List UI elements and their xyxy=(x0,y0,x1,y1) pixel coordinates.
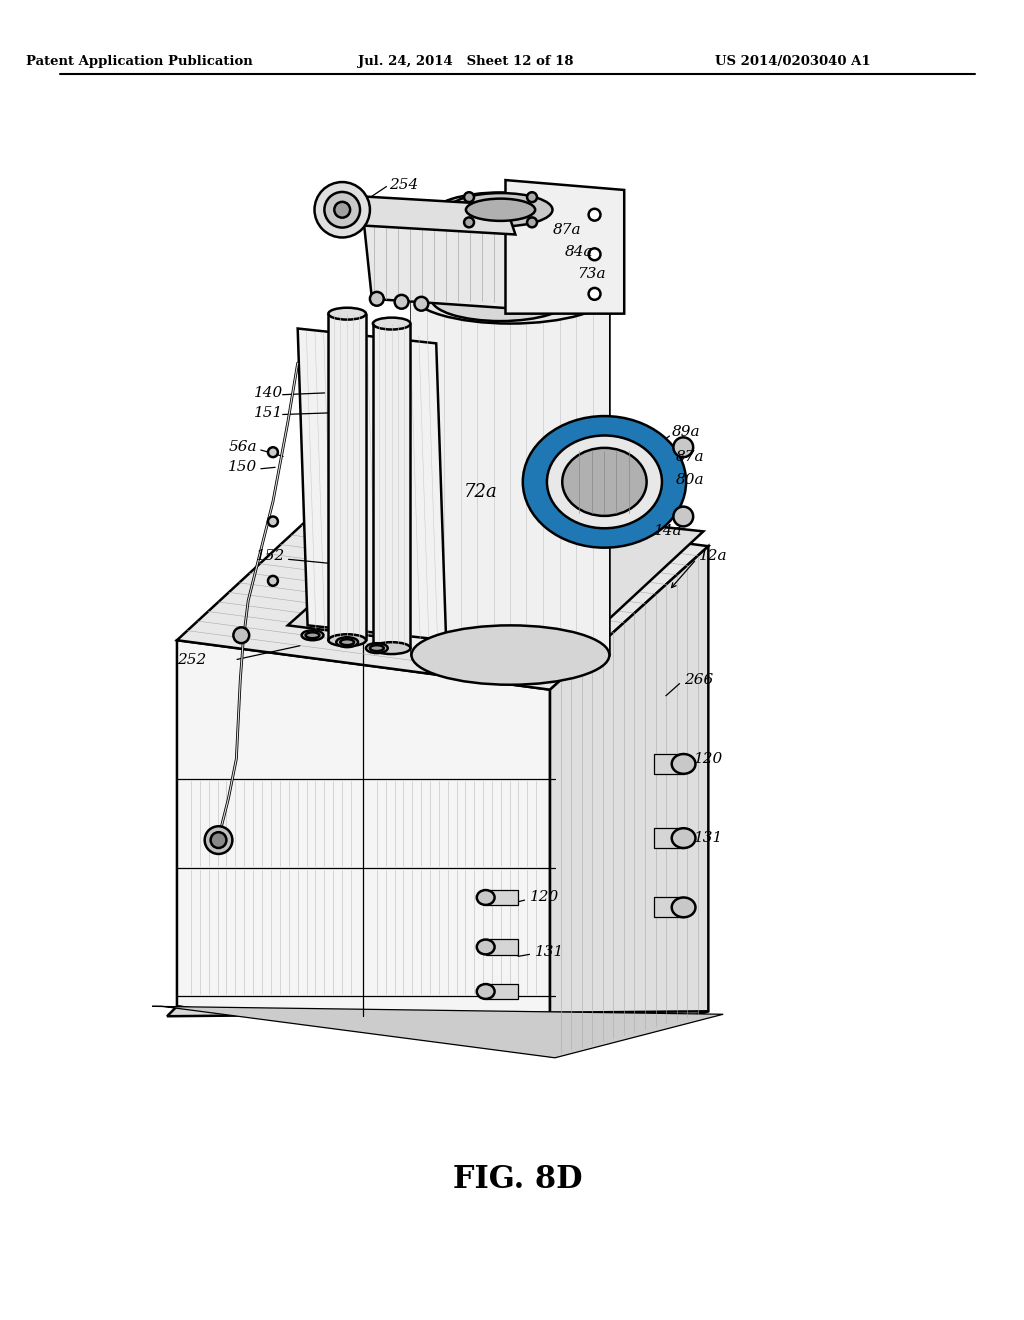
Text: Patent Application Publication: Patent Application Publication xyxy=(26,55,253,67)
Circle shape xyxy=(589,248,600,260)
Text: 89a: 89a xyxy=(672,425,700,440)
Text: 56a: 56a xyxy=(228,441,257,454)
Text: 84a: 84a xyxy=(565,246,594,259)
Ellipse shape xyxy=(302,631,324,640)
Circle shape xyxy=(334,202,350,218)
Text: 150: 150 xyxy=(228,461,258,474)
Circle shape xyxy=(589,209,600,220)
Text: 140: 140 xyxy=(254,385,284,400)
Text: 254: 254 xyxy=(389,178,418,191)
Ellipse shape xyxy=(672,828,695,847)
Ellipse shape xyxy=(336,638,358,647)
Circle shape xyxy=(415,297,428,310)
Text: 120: 120 xyxy=(693,752,723,766)
Text: US 2014/0203040 A1: US 2014/0203040 A1 xyxy=(715,55,870,67)
Text: 131: 131 xyxy=(693,832,723,845)
Text: 87a: 87a xyxy=(553,223,582,236)
Text: 252: 252 xyxy=(177,653,206,667)
Circle shape xyxy=(211,832,226,847)
Polygon shape xyxy=(412,294,609,655)
Text: 87a: 87a xyxy=(676,450,705,465)
Ellipse shape xyxy=(373,643,411,655)
Polygon shape xyxy=(153,1006,723,1057)
Ellipse shape xyxy=(672,754,695,774)
Polygon shape xyxy=(362,205,515,309)
Text: 152: 152 xyxy=(256,549,286,564)
Polygon shape xyxy=(485,983,518,999)
Ellipse shape xyxy=(366,643,388,653)
Ellipse shape xyxy=(477,940,495,954)
Text: FIG. 8D: FIG. 8D xyxy=(453,1164,582,1195)
Text: 266: 266 xyxy=(684,673,713,686)
Circle shape xyxy=(527,218,537,227)
Ellipse shape xyxy=(562,447,646,516)
Circle shape xyxy=(674,437,693,457)
Polygon shape xyxy=(506,180,625,314)
Polygon shape xyxy=(431,215,569,298)
Circle shape xyxy=(325,191,360,227)
Ellipse shape xyxy=(477,890,495,906)
Ellipse shape xyxy=(527,420,681,544)
Ellipse shape xyxy=(466,198,536,220)
Circle shape xyxy=(674,507,693,527)
Ellipse shape xyxy=(412,264,609,323)
Polygon shape xyxy=(485,890,518,906)
Circle shape xyxy=(233,627,249,643)
Circle shape xyxy=(268,516,278,527)
Circle shape xyxy=(370,292,384,306)
Text: 72a: 72a xyxy=(464,483,498,500)
Polygon shape xyxy=(167,1006,709,1056)
Text: 12a: 12a xyxy=(698,549,727,564)
Text: 151: 151 xyxy=(254,405,284,420)
Polygon shape xyxy=(654,898,684,917)
Circle shape xyxy=(314,182,370,238)
Polygon shape xyxy=(288,502,703,660)
Ellipse shape xyxy=(523,416,686,548)
Polygon shape xyxy=(298,329,446,640)
Ellipse shape xyxy=(449,193,553,227)
Ellipse shape xyxy=(477,985,495,999)
Polygon shape xyxy=(337,195,515,235)
Circle shape xyxy=(464,193,474,202)
Polygon shape xyxy=(329,314,366,640)
Ellipse shape xyxy=(329,635,366,647)
Circle shape xyxy=(527,193,537,202)
Ellipse shape xyxy=(672,898,695,917)
Text: 73a: 73a xyxy=(577,267,605,281)
Text: Jul. 24, 2014   Sheet 12 of 18: Jul. 24, 2014 Sheet 12 of 18 xyxy=(358,55,573,67)
Text: 14a: 14a xyxy=(654,524,683,539)
Polygon shape xyxy=(654,754,684,774)
Ellipse shape xyxy=(370,645,384,651)
Circle shape xyxy=(268,447,278,457)
Circle shape xyxy=(464,218,474,227)
Ellipse shape xyxy=(547,436,662,528)
Ellipse shape xyxy=(329,308,366,319)
Polygon shape xyxy=(654,828,684,847)
Circle shape xyxy=(589,288,600,300)
Ellipse shape xyxy=(431,277,569,321)
Ellipse shape xyxy=(340,639,354,645)
Text: 80a: 80a xyxy=(676,473,705,487)
Ellipse shape xyxy=(373,318,411,330)
Ellipse shape xyxy=(305,632,319,639)
Text: 131: 131 xyxy=(536,945,564,958)
Text: 120: 120 xyxy=(530,891,559,904)
Polygon shape xyxy=(485,939,518,954)
Polygon shape xyxy=(177,640,550,1056)
Polygon shape xyxy=(177,496,709,689)
Polygon shape xyxy=(550,546,709,1056)
Circle shape xyxy=(205,826,232,854)
Circle shape xyxy=(394,294,409,309)
Polygon shape xyxy=(373,323,411,648)
Ellipse shape xyxy=(412,626,609,685)
Ellipse shape xyxy=(431,193,569,238)
Circle shape xyxy=(268,576,278,586)
